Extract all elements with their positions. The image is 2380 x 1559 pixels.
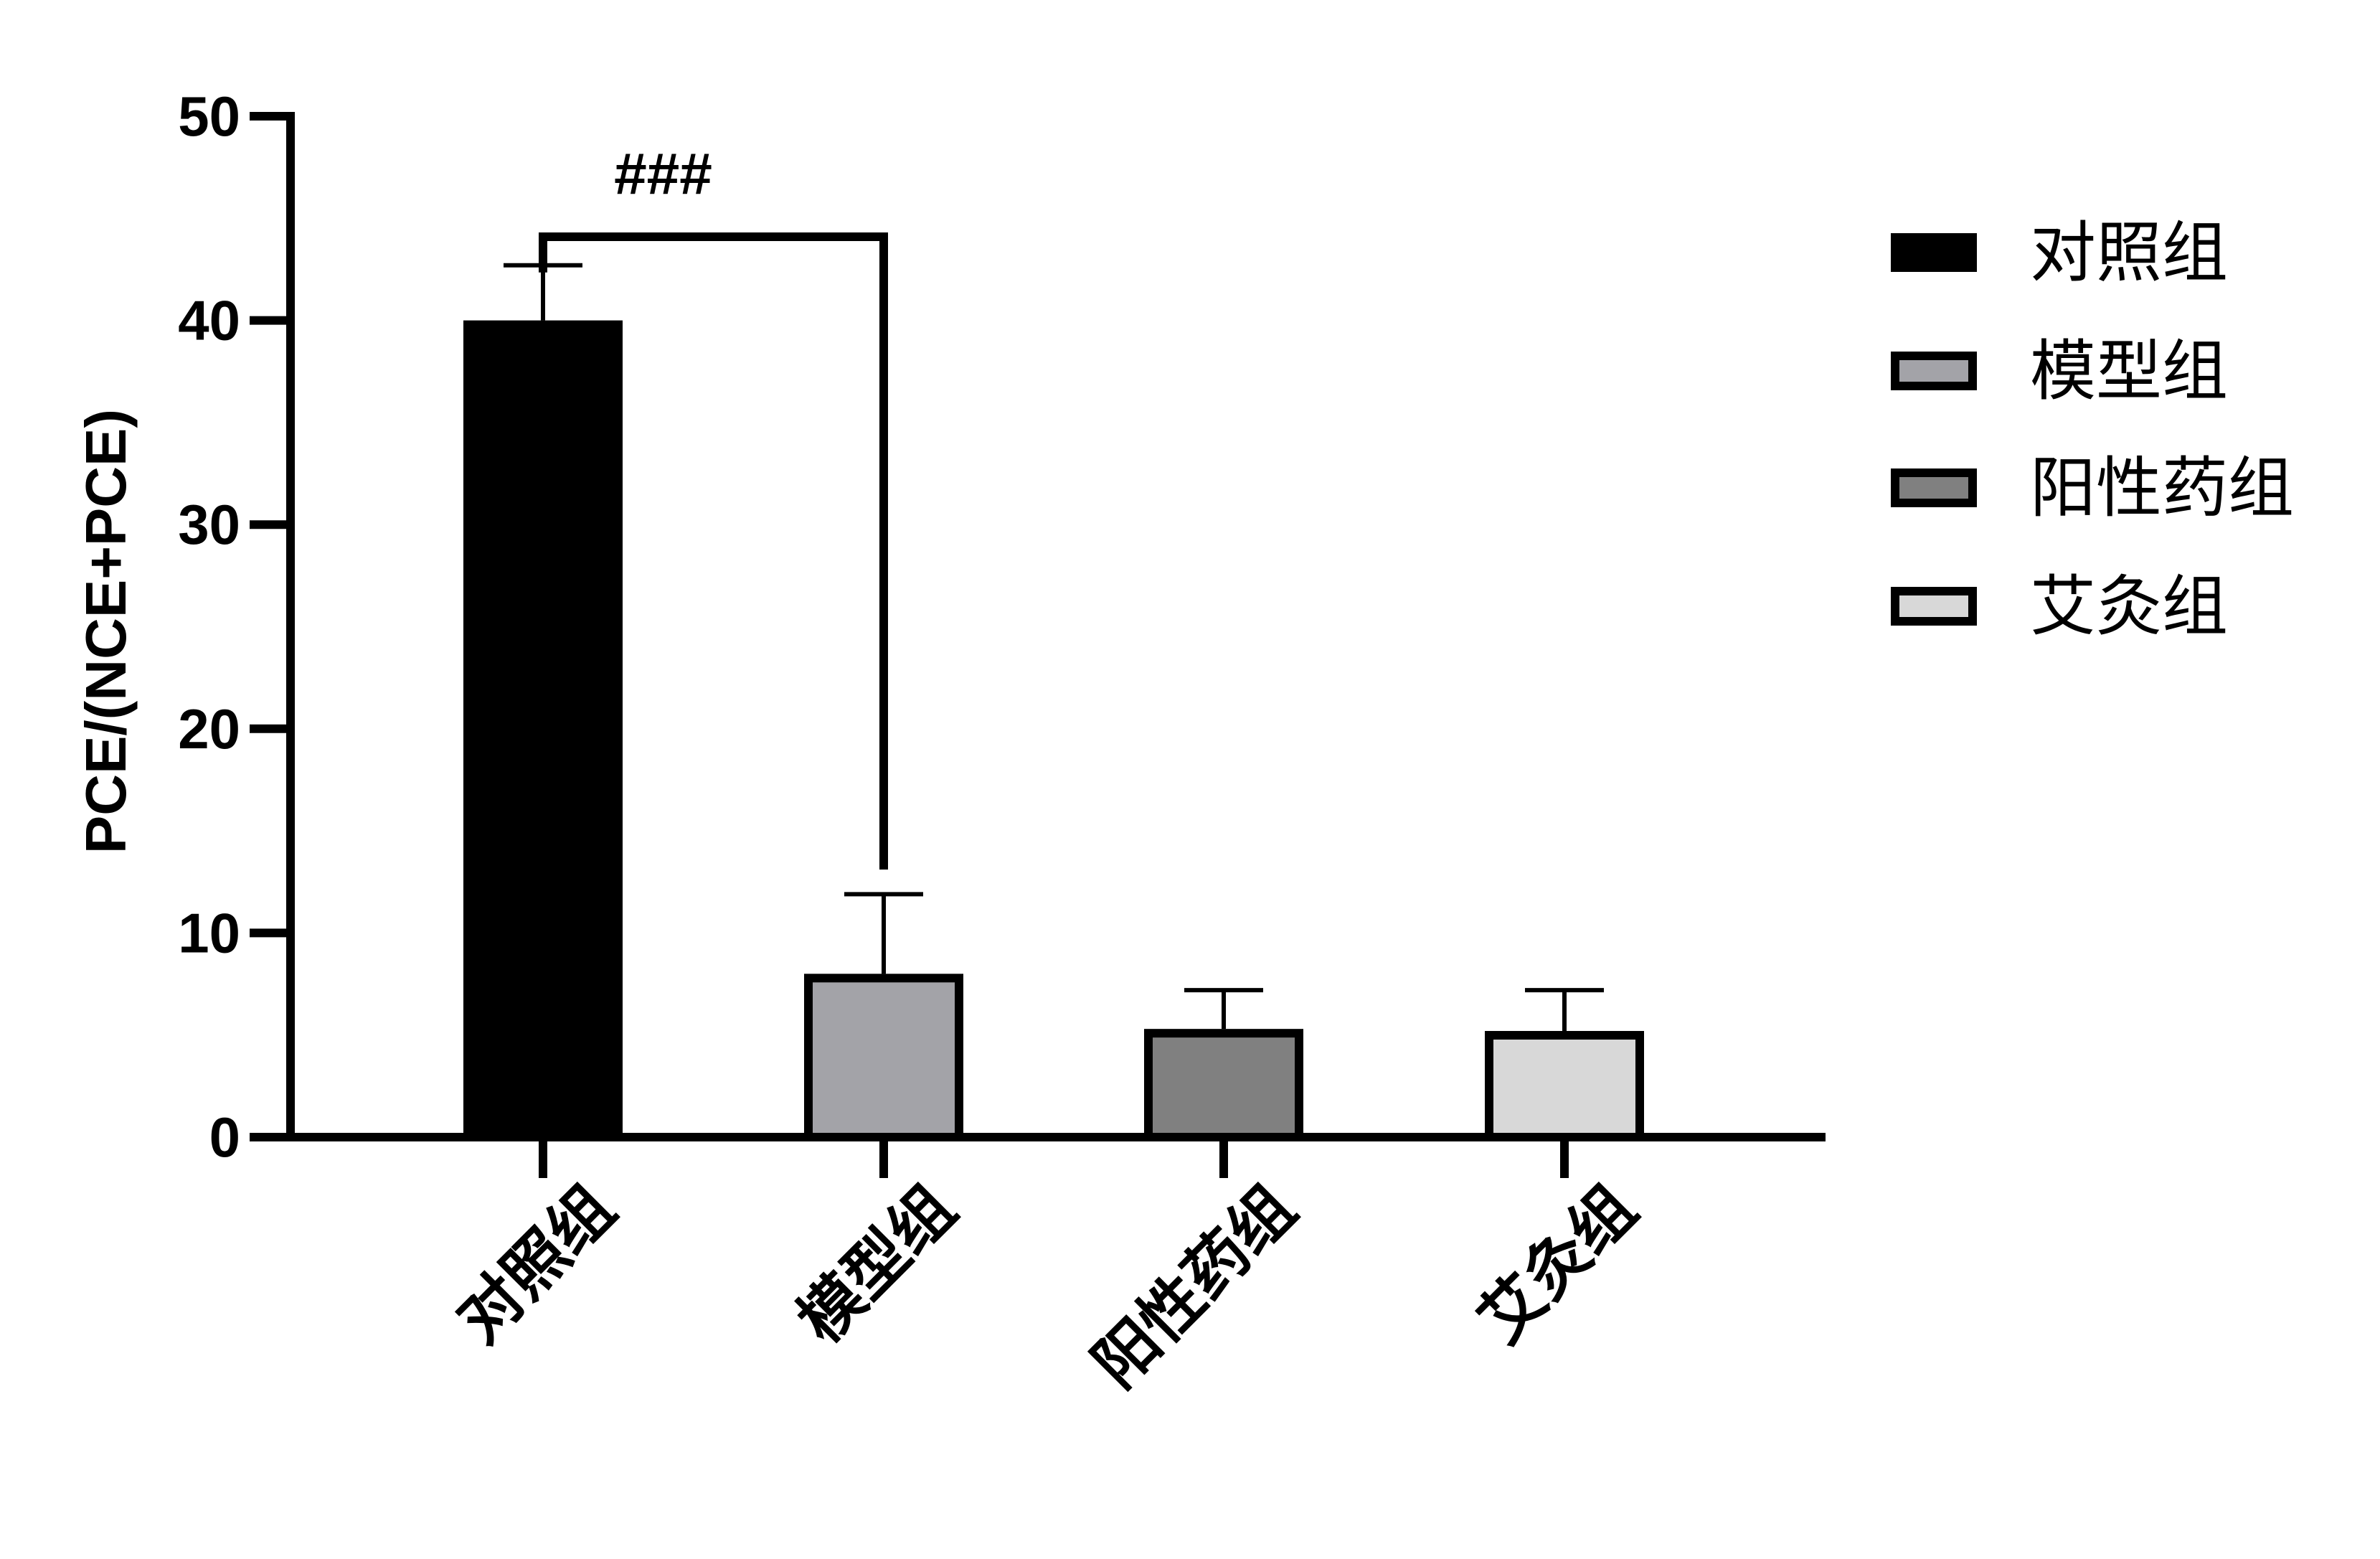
bar: [463, 320, 623, 1138]
x-tick-label: 阳性药组: [1079, 1171, 1310, 1402]
legend-swatch: [1891, 352, 1977, 390]
x-tick-label: 对照组: [443, 1171, 629, 1357]
y-axis-label: PCE/(NCE+PCE): [74, 409, 138, 854]
legend-label: 艾灸组: [2030, 568, 2228, 645]
bar: [804, 974, 963, 1141]
y-tick-label: 40: [178, 289, 240, 352]
y-tick-label: 30: [178, 493, 240, 556]
significance-bracket: [539, 232, 888, 870]
x-tick-marks: [539, 1137, 1569, 1178]
bar: [1485, 1031, 1644, 1142]
legend-swatch: [1891, 587, 1977, 626]
error-bars: [504, 263, 1604, 1032]
y-tick-label: 10: [178, 901, 240, 964]
legend-label: 阳性药组: [2030, 450, 2294, 527]
y-tick-marks: [250, 112, 291, 1141]
x-tick-labels: 对照组 模型组 阳性药组 艾灸组: [443, 1171, 1651, 1402]
y-tick-label: 50: [178, 85, 240, 148]
significance-label: ###: [614, 141, 712, 207]
significance-annotation: ###: [539, 141, 888, 870]
x-tick-label: 模型组: [783, 1171, 970, 1357]
y-tick-label: 20: [178, 697, 240, 760]
legend-label: 对照组: [2030, 215, 2228, 291]
bars: [463, 320, 1644, 1142]
bar: [1144, 1029, 1303, 1141]
x-tick-label: 艾灸组: [1464, 1171, 1651, 1357]
y-tick-label: 0: [209, 1106, 240, 1169]
legend-label: 模型组: [2030, 333, 2228, 410]
legend-swatch: [1891, 468, 1977, 507]
y-tick-labels: 0 10 20 30 40 50: [178, 85, 240, 1169]
legend-swatch: [1891, 233, 1977, 272]
